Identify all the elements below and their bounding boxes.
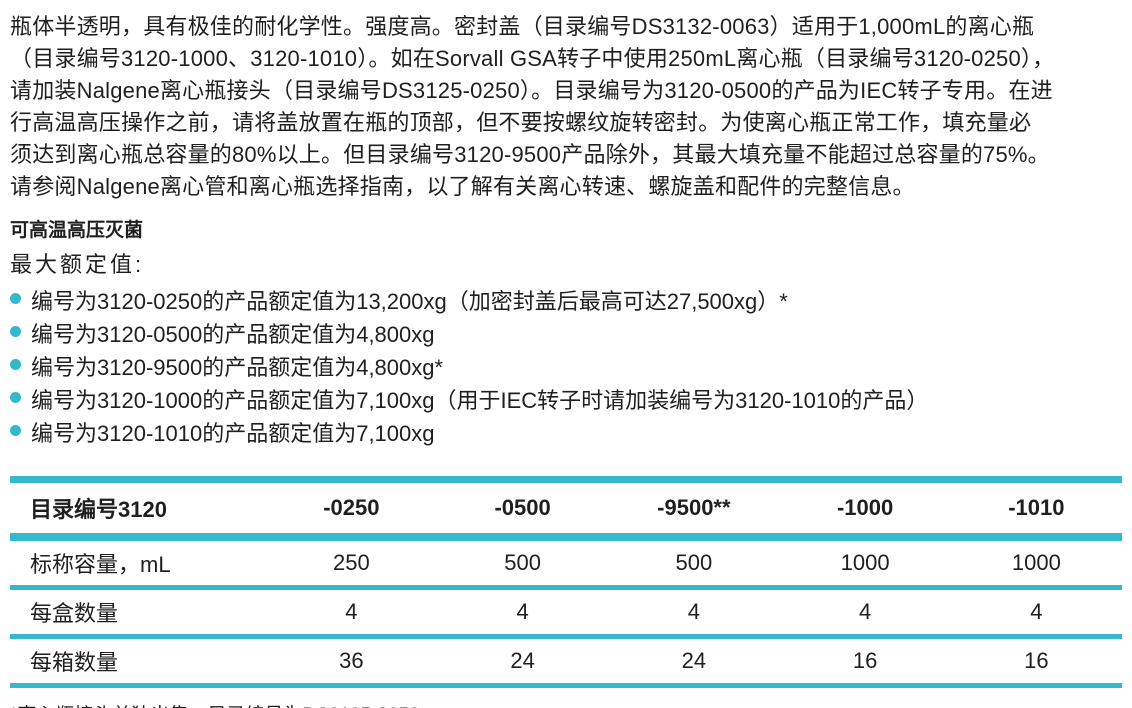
- rating-bullet-list: 编号为3120-0250的产品额定值为13,200xg（加密封盖后最高可达27,…: [10, 285, 1122, 450]
- table-cell: 500: [504, 550, 541, 575]
- table-cell: 16: [852, 648, 878, 673]
- table-header-cell: -9500**: [657, 495, 731, 520]
- bullet-text: 编号为3120-0500的产品额定值为4,800xg: [31, 322, 435, 347]
- table-cell: 每盒数量: [30, 601, 119, 626]
- bullet-text: 编号为3120-0250的产品额定值为13,200xg（加密封盖后最高可达27,…: [31, 289, 788, 314]
- table-cell: 每箱数量: [30, 650, 119, 675]
- catalog-spec-table: 目录编号3120 -0250 -0500 -9500** -1000 -1010…: [10, 476, 1122, 688]
- table-cell: 500: [675, 550, 713, 575]
- list-item: 编号为3120-1010的产品额定值为7,100xg: [10, 417, 1122, 450]
- bullet-dot-icon: [10, 293, 21, 304]
- paragraph-line: 请加装Nalgene离心瓶接头（目录编号DS3125-0250）。目录编号为31…: [10, 78, 1053, 103]
- table-cell: 16: [1024, 648, 1049, 673]
- table-cell: 4: [1030, 599, 1043, 624]
- table-header-cell: -0500: [494, 495, 551, 520]
- paragraph-line: 请参阅Nalgene离心管和离心瓶选择指南，以了解有关离心转速、螺旋盖和配件的完…: [10, 174, 915, 199]
- table-cell: 24: [681, 648, 707, 673]
- table-cell: 4: [858, 599, 872, 624]
- list-item: 编号为3120-0250的产品额定值为13,200xg（加密封盖后最高可达27,…: [10, 285, 1122, 318]
- bullet-dot-icon: [10, 326, 21, 337]
- footnote: *离心瓶接头单独出售，目录编号为DS3125-0250: [10, 701, 1122, 708]
- table-header-cell: -1010: [1008, 495, 1065, 520]
- table-cell: 标称容量，mL: [30, 552, 171, 577]
- table-row: 每盒数量 4 4 4 4 4: [10, 588, 1122, 637]
- table-cell: 24: [510, 648, 535, 673]
- bullet-dot-icon: [10, 359, 21, 370]
- table-cell: 4: [345, 599, 358, 624]
- list-item: 编号为3120-1000的产品额定值为7,100xg（用于IEC转子时请加装编号…: [10, 384, 1122, 417]
- table-cell: 4: [687, 599, 700, 624]
- table-header-cell: -0250: [323, 495, 380, 520]
- table-cell: 1000: [1011, 550, 1061, 575]
- bullet-text: 编号为3120-9500的产品额定值为4,800xg*: [31, 355, 444, 380]
- autoclavable-heading: 可高温高压灭菌: [10, 220, 144, 241]
- paragraph-line: （目录编号3120-1000、3120-1010）。如在Sorvall GSA转…: [10, 46, 1055, 71]
- list-item: 编号为3120-0500的产品额定值为4,800xg: [10, 318, 1122, 351]
- paragraph-line: 瓶体半透明，具有极佳的耐化学性。强度高。密封盖（目录编号DS3132-0063）…: [10, 14, 1035, 39]
- table-cell: 1000: [840, 550, 890, 575]
- bullet-text: 编号为3120-1010的产品额定值为7,100xg: [31, 421, 435, 446]
- table-header-cell: -1000: [836, 495, 894, 520]
- paragraph-line: 行高温高压操作之前，请将盖放置在瓶的顶部，但不要按螺纹旋转密封。为使离心瓶正常工…: [10, 110, 1032, 135]
- table-row: 标称容量，mL 250 500 500 1000 1000: [10, 537, 1122, 588]
- bullet-dot-icon: [10, 425, 21, 436]
- table-header-cell: 目录编号3120: [30, 497, 167, 522]
- table-cell: 250: [333, 550, 370, 575]
- paragraph-line: 须达到离心瓶总容量的80%以上。但目录编号3120-9500产品除外，其最大填充…: [10, 142, 1050, 167]
- table-cell: 4: [516, 599, 529, 624]
- intro-paragraph: 瓶体半透明，具有极佳的耐化学性。强度高。密封盖（目录编号DS3132-0063）…: [10, 11, 1122, 203]
- bullet-text: 编号为3120-1000的产品额定值为7,100xg（用于IEC转子时请加装编号…: [31, 388, 929, 413]
- footnotes: *离心瓶接头单独出售，目录编号为DS3125-0250 **为使离心瓶正常工作，…: [10, 701, 1122, 708]
- table-header-row: 目录编号3120 -0250 -0500 -9500** -1000 -1010: [10, 479, 1122, 537]
- table-row: 每箱数量 36 24 24 16 16: [10, 637, 1122, 686]
- bullet-dot-icon: [10, 392, 21, 403]
- table-cell: 36: [339, 648, 364, 673]
- max-rating-subheading: 最大额定值:: [10, 252, 145, 277]
- list-item: 编号为3120-9500的产品额定值为4,800xg*: [10, 351, 1122, 384]
